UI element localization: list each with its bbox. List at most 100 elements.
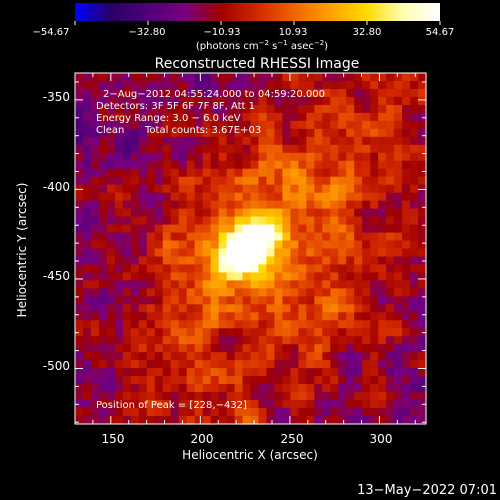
heatmap-cell bbox=[306, 384, 315, 393]
heatmap-cell bbox=[370, 304, 379, 313]
heatmap-cell bbox=[330, 160, 339, 170]
heatmap-cell bbox=[410, 408, 419, 417]
heatmap-cell bbox=[290, 168, 299, 178]
heatmap-cell bbox=[330, 184, 339, 194]
heatmap-cell bbox=[386, 416, 395, 425]
heatmap-cell bbox=[354, 376, 363, 385]
heatmap-cell bbox=[146, 352, 156, 361]
heatmap-cell bbox=[386, 73, 395, 82]
heatmap-cell bbox=[410, 384, 419, 393]
heatmap-cell bbox=[154, 144, 164, 154]
heatmap-cell bbox=[162, 416, 172, 425]
heatmap-cell bbox=[402, 360, 411, 369]
heatmap-cell bbox=[194, 128, 204, 138]
heatmap-cell bbox=[322, 120, 331, 130]
heatmap-cell bbox=[322, 392, 331, 401]
heatmap-cell bbox=[266, 256, 276, 266]
heatmap-cell bbox=[266, 208, 276, 218]
heatmap-cell bbox=[98, 384, 108, 393]
heatmap-cell bbox=[346, 352, 355, 361]
heatmap-cell bbox=[98, 240, 108, 250]
heatmap-cell bbox=[258, 240, 268, 250]
heatmap-cell bbox=[138, 216, 148, 226]
heatmap-cell bbox=[322, 112, 331, 122]
heatmap-cell bbox=[330, 88, 339, 98]
heatmap-cell bbox=[410, 96, 419, 106]
heatmap-cell bbox=[330, 336, 339, 345]
heatmap-cell bbox=[234, 352, 244, 361]
heatmap-cell bbox=[242, 400, 252, 409]
heatmap-cell bbox=[394, 80, 403, 90]
heatmap-cell bbox=[178, 376, 188, 385]
heatmap-cell bbox=[170, 336, 180, 345]
heatmap-cell bbox=[202, 88, 212, 98]
heatmap-cell bbox=[354, 328, 363, 337]
heatmap-cell bbox=[178, 80, 188, 90]
heatmap-cell bbox=[250, 280, 260, 289]
heatmap-cell bbox=[146, 384, 156, 393]
heatmap-cell bbox=[122, 208, 132, 218]
heatmap-cell bbox=[410, 320, 419, 329]
heatmap-cell bbox=[338, 360, 347, 369]
heatmap-cell bbox=[370, 264, 379, 274]
heatmap-cell bbox=[170, 216, 180, 226]
heatmap-cell bbox=[258, 216, 268, 226]
heatmap-cell bbox=[354, 280, 363, 289]
heatmap-cell bbox=[266, 304, 276, 313]
heatmap-cell bbox=[362, 408, 371, 417]
x-tick-label: 250 bbox=[281, 432, 304, 446]
heatmap-cell bbox=[90, 96, 100, 106]
heatmap-cell bbox=[90, 128, 100, 138]
heatmap-cell bbox=[250, 152, 260, 162]
heatmap-cell bbox=[98, 176, 108, 186]
heatmap-cell bbox=[202, 408, 212, 417]
heatmap-cell bbox=[82, 73, 92, 82]
heatmap-cell bbox=[322, 280, 331, 289]
heatmap-cell bbox=[298, 168, 307, 178]
heatmap-cell bbox=[234, 128, 244, 138]
heatmap-cell bbox=[250, 384, 260, 393]
heatmap-cell bbox=[386, 88, 395, 98]
heatmap-cell bbox=[114, 256, 124, 266]
heatmap-cell bbox=[186, 232, 196, 242]
heatmap-cell bbox=[410, 104, 419, 114]
heatmap-cell bbox=[386, 192, 395, 202]
heatmap-cell bbox=[98, 312, 108, 321]
heatmap-cell bbox=[194, 368, 204, 377]
heatmap-cell bbox=[354, 336, 363, 345]
heatmap-cell bbox=[418, 280, 427, 289]
heatmap-cell bbox=[138, 128, 148, 138]
heatmap-cell bbox=[346, 216, 355, 226]
heatmap-cell bbox=[202, 360, 212, 369]
heatmap-cell bbox=[242, 88, 252, 98]
heatmap-cell bbox=[322, 376, 331, 385]
heatmap-cell bbox=[138, 240, 148, 250]
heatmap-cell bbox=[210, 400, 220, 409]
heatmap-cell bbox=[82, 224, 92, 234]
heatmap-cell bbox=[82, 184, 92, 194]
heatmap-cell bbox=[178, 96, 188, 106]
heatmap-cell bbox=[394, 384, 403, 393]
heatmap-cell bbox=[338, 368, 347, 377]
heatmap-cell bbox=[186, 288, 196, 297]
heatmap-cell bbox=[346, 280, 355, 289]
heatmap-cell bbox=[106, 152, 116, 162]
heatmap-cell bbox=[154, 232, 164, 242]
heatmap-cell bbox=[370, 96, 379, 106]
heatmap-cell bbox=[210, 120, 220, 130]
heatmap-cell bbox=[226, 152, 236, 162]
heatmap-cell bbox=[75, 120, 84, 130]
heatmap-cell bbox=[114, 304, 124, 313]
heatmap-cell bbox=[98, 112, 108, 122]
heatmap-cell bbox=[194, 208, 204, 218]
heatmap-cell bbox=[322, 184, 331, 194]
heatmap-cell bbox=[130, 208, 140, 218]
heatmap-cell bbox=[146, 344, 156, 353]
heatmap-cell bbox=[298, 144, 307, 154]
heatmap-cell bbox=[170, 128, 180, 138]
heatmap-cell bbox=[250, 192, 260, 202]
heatmap-cell bbox=[218, 344, 228, 353]
heatmap-cell bbox=[234, 320, 244, 329]
heatmap-cell bbox=[122, 336, 132, 345]
heatmap-cell bbox=[114, 400, 124, 409]
